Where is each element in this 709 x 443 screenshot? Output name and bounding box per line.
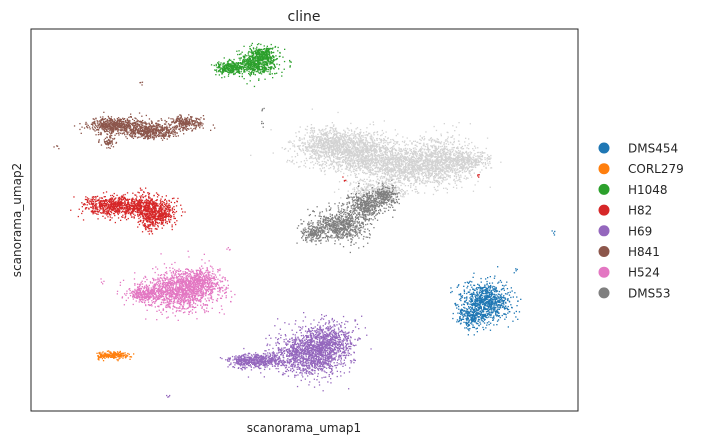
y-axis-label: scanorama_umap2	[10, 163, 24, 277]
cluster-h82	[70, 187, 186, 235]
cluster-dms454	[450, 266, 522, 336]
legend-label: H524	[628, 266, 660, 280]
legend-marker	[598, 287, 610, 299]
legend-marker	[598, 183, 610, 195]
legend-item-h82: H82	[598, 204, 652, 218]
legend-marker	[598, 266, 610, 278]
legend-marker	[598, 225, 610, 237]
cluster-dms53	[296, 179, 400, 254]
legend-label: H1048	[628, 183, 668, 197]
legend-item-corl279: CORL279	[598, 162, 684, 176]
legend-label: DMS53	[628, 286, 670, 300]
cluster-h524	[116, 250, 236, 321]
cluster-corl279	[96, 350, 135, 362]
legend-label: CORL279	[628, 162, 684, 176]
legend-label: H82	[628, 204, 652, 218]
legend-marker	[598, 246, 610, 257]
legend-item-h524: H524	[598, 266, 660, 280]
stray-points	[53, 81, 556, 398]
legend-label: H841	[628, 245, 660, 259]
cluster-h69	[219, 312, 372, 392]
legend-item-h69: H69	[598, 224, 652, 238]
legend-item-h841: H841	[598, 245, 660, 259]
legend-item-h1048: H1048	[598, 183, 668, 197]
legend-marker	[598, 142, 610, 154]
legend-label: DMS454	[628, 142, 678, 156]
legend-marker	[598, 204, 610, 216]
cluster-h1048	[210, 42, 292, 88]
x-axis-label: scanorama_umap1	[247, 421, 361, 435]
legend-marker	[598, 163, 610, 175]
legend: DMS454 CORL279 H1048 H82 H69 H841 H524 DMS53	[598, 142, 684, 300]
legend-item-dms454: DMS454	[598, 142, 678, 156]
plot-area	[30, 28, 579, 412]
cluster-unlabeled	[250, 108, 502, 206]
chart-title: cline	[288, 9, 321, 25]
points-layer	[53, 42, 556, 398]
cluster-h841	[73, 111, 216, 149]
legend-item-dms53: DMS53	[598, 286, 670, 300]
legend-label: H69	[628, 224, 652, 238]
